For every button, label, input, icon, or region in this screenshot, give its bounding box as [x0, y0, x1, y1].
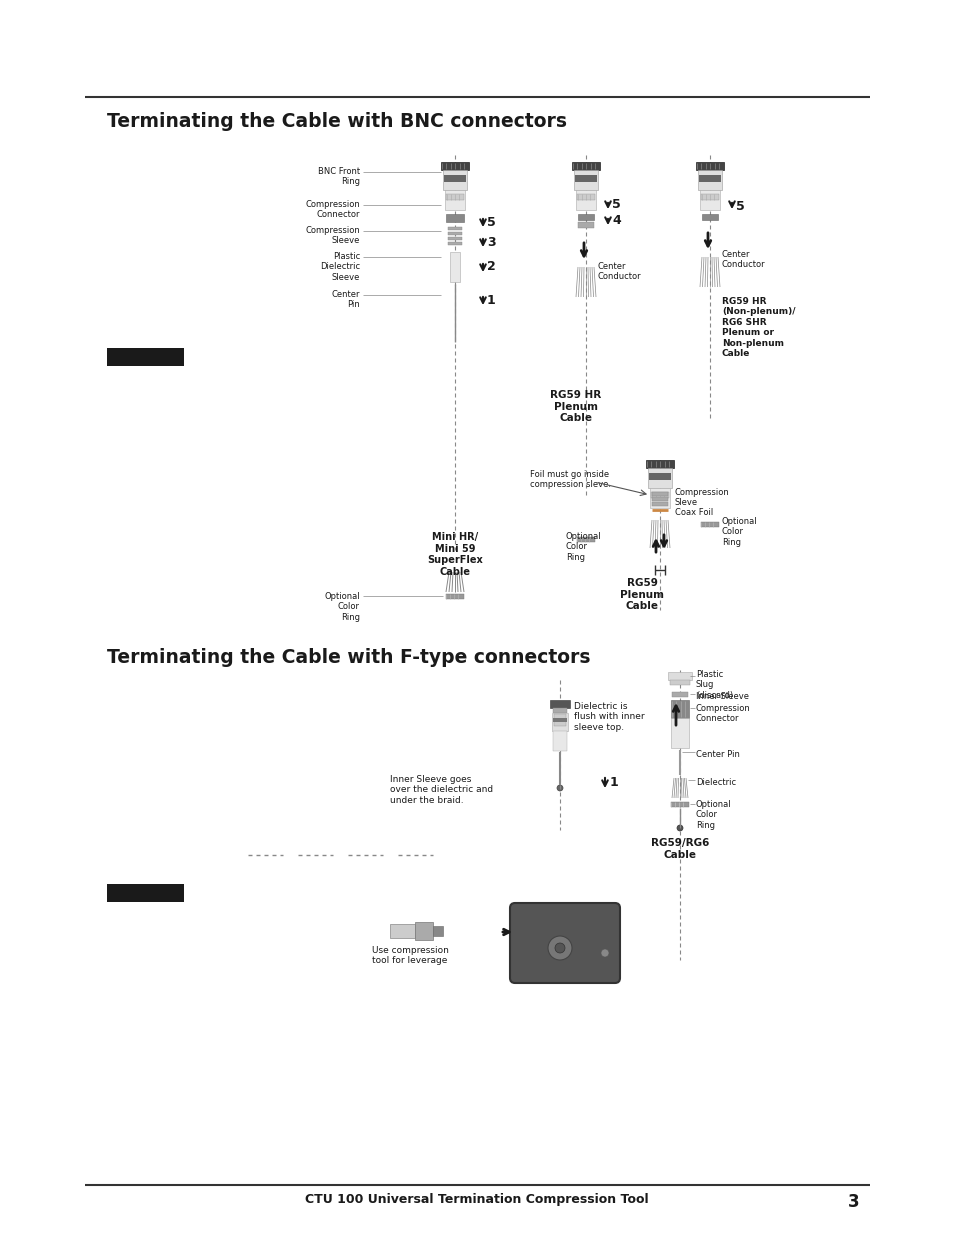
Bar [647, 468, 671, 488]
Text: Plastic
Dielectric
Sleeve: Plastic Dielectric Sleeve [319, 252, 359, 282]
Text: Dielectric: Dielectric [696, 778, 736, 787]
Text: BNC Front
Ring: BNC Front Ring [317, 167, 359, 186]
Bar [700, 194, 719, 200]
Bar [444, 190, 464, 210]
Bar [577, 537, 595, 542]
Bar [448, 227, 461, 230]
Bar [550, 700, 569, 708]
Bar [446, 214, 463, 222]
Text: 4: 4 [612, 215, 620, 227]
Bar [700, 190, 720, 210]
Bar [651, 492, 667, 496]
Bar [578, 214, 594, 220]
Bar [448, 237, 461, 240]
Bar [448, 232, 461, 235]
Text: Inner Sleeve: Inner Sleeve [696, 692, 748, 701]
Bar [651, 496, 667, 501]
Text: Plastic
Slug
(discard): Plastic Slug (discard) [696, 671, 732, 700]
Bar [669, 680, 689, 685]
Bar [107, 348, 184, 366]
Text: Mini HR/
Mini 59
SuperFlex
Cable: Mini HR/ Mini 59 SuperFlex Cable [427, 532, 482, 577]
Text: 1: 1 [486, 294, 496, 306]
Bar [415, 923, 433, 940]
Bar [552, 713, 567, 731]
Bar [554, 714, 565, 726]
Bar [440, 162, 469, 170]
Text: RG59
Plenum
Cable: RG59 Plenum Cable [619, 578, 663, 611]
Bar [448, 242, 461, 245]
Bar [700, 522, 719, 527]
Text: Center Pin: Center Pin [696, 750, 740, 760]
Bar [696, 162, 723, 170]
Text: Optional
Color
Ring: Optional Color Ring [696, 800, 731, 830]
Text: Compression
Connector: Compression Connector [696, 704, 750, 724]
Text: Center
Conductor: Center Conductor [721, 249, 765, 269]
Text: RG59 HR
(Non-plenum)/
RG6 SHR
Plenum or
Non-plenum
Cable: RG59 HR (Non-plenum)/ RG6 SHR Plenum or … [721, 296, 795, 358]
Bar [574, 170, 598, 190]
Bar [433, 926, 442, 936]
Bar [390, 924, 415, 939]
Text: 3: 3 [847, 1193, 859, 1212]
Text: 5: 5 [735, 200, 744, 212]
Text: Optional
Color
Ring: Optional Color Ring [721, 517, 757, 547]
Text: Center
Pin: Center Pin [331, 290, 359, 310]
Text: Use compression
tool for leverage: Use compression tool for leverage [371, 946, 448, 966]
Bar [443, 175, 465, 182]
Circle shape [600, 948, 608, 957]
Bar [446, 194, 463, 200]
Bar [670, 802, 688, 806]
Text: Foil must go inside
compression sleve.: Foil must go inside compression sleve. [530, 471, 610, 489]
Bar [578, 222, 594, 228]
Bar [442, 170, 467, 190]
Circle shape [557, 785, 562, 790]
Text: Compression
Sleve: Compression Sleve [675, 488, 729, 508]
Bar [450, 252, 459, 282]
Text: Coax Foil: Coax Foil [675, 508, 713, 517]
Bar [553, 731, 566, 751]
FancyBboxPatch shape [510, 903, 619, 983]
Bar [446, 594, 463, 599]
Text: Optional
Color
Ring: Optional Color Ring [324, 592, 359, 621]
Text: 3: 3 [486, 236, 496, 248]
Text: 5: 5 [486, 215, 496, 228]
Bar [667, 672, 691, 680]
Bar [671, 692, 687, 697]
Bar [701, 214, 718, 220]
Circle shape [547, 936, 572, 960]
Text: Dielectric is
flush with inner
sleeve top.: Dielectric is flush with inner sleeve to… [574, 701, 644, 732]
Bar [670, 718, 688, 748]
Text: RG59/RG6
Cable: RG59/RG6 Cable [650, 839, 708, 860]
Text: Terminating the Cable with F-type connectors: Terminating the Cable with F-type connec… [107, 648, 590, 667]
Bar [576, 190, 596, 210]
Bar [553, 718, 566, 722]
Text: Optional
Color
Ring: Optional Color Ring [565, 532, 601, 562]
Bar [699, 175, 720, 182]
Bar [572, 162, 599, 170]
Text: 1: 1 [609, 776, 618, 788]
Bar [107, 884, 184, 902]
Bar [698, 170, 721, 190]
Text: CTU 100 Universal Termination Compression Tool: CTU 100 Universal Termination Compressio… [305, 1193, 648, 1207]
Text: Compression
Connector: Compression Connector [305, 200, 359, 220]
Circle shape [555, 944, 564, 953]
Text: RG59 HR
Plenum
Cable: RG59 HR Plenum Cable [550, 390, 601, 424]
Text: Inner Sleeve goes
over the dielectric and
under the braid.: Inner Sleeve goes over the dielectric an… [390, 776, 493, 805]
Bar [575, 175, 597, 182]
Text: 2: 2 [486, 261, 496, 273]
Circle shape [677, 825, 682, 831]
Bar [553, 708, 566, 713]
Bar [645, 459, 673, 468]
Bar [651, 501, 667, 506]
Bar [650, 492, 668, 498]
Text: Compression
Sleeve: Compression Sleeve [305, 226, 359, 246]
Bar [648, 473, 670, 480]
Text: Center
Conductor: Center Conductor [598, 262, 641, 282]
Bar [670, 700, 688, 718]
Text: 5: 5 [612, 199, 620, 211]
Bar [649, 488, 669, 508]
Text: Terminating the Cable with BNC connectors: Terminating the Cable with BNC connector… [107, 112, 566, 131]
Bar [577, 194, 595, 200]
